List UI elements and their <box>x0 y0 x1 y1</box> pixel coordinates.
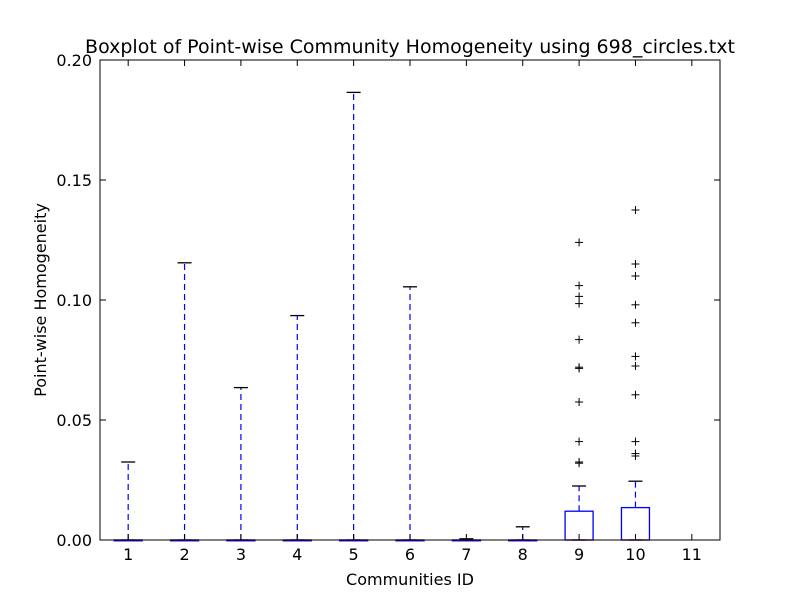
outlier-point <box>631 300 640 309</box>
x-tick-label: 3 <box>236 545 246 564</box>
outlier-point <box>631 318 640 327</box>
x-tick-label: 4 <box>292 545 302 564</box>
y-tick-label: 0.15 <box>56 171 92 190</box>
y-axis-label: Point-wise Homogeneity <box>31 203 50 397</box>
y-tick-label: 0.05 <box>56 411 92 430</box>
outlier-point <box>575 299 584 308</box>
outlier-point <box>575 238 584 247</box>
x-tick-label: 2 <box>179 545 189 564</box>
y-tick-label: 0.20 <box>56 51 92 70</box>
outlier-point <box>631 390 640 399</box>
x-tick-label: 9 <box>574 545 584 564</box>
x-tick-label: 10 <box>625 545 645 564</box>
outlier-point <box>575 459 584 468</box>
outlier-point <box>631 206 640 214</box>
x-tick-label: 5 <box>349 545 359 564</box>
chart-title: Boxplot of Point-wise Community Homogene… <box>85 36 735 58</box>
outlier-point <box>631 452 640 460</box>
outlier-point <box>575 398 584 406</box>
outlier-point <box>631 352 640 361</box>
outlier-point <box>631 260 640 268</box>
outlier-point <box>575 335 584 344</box>
x-tick-label: 8 <box>518 545 528 564</box>
x-tick-label: 11 <box>682 545 702 564</box>
outlier-point <box>631 272 640 280</box>
y-axis: 0.00 0.05 0.10 0.15 0.20 <box>56 51 720 550</box>
outlier-point <box>575 292 584 301</box>
outlier-point <box>631 437 640 446</box>
x-tick-label: 1 <box>123 545 133 564</box>
outlier-point <box>631 362 640 370</box>
x-axis: 1 2 3 4 5 6 7 8 9 10 11 <box>123 60 702 564</box>
x-tick-label: 7 <box>461 545 471 564</box>
x-tick-label: 6 <box>405 545 415 564</box>
outlier-point <box>575 281 584 290</box>
y-tick-label: 0.10 <box>56 291 92 310</box>
y-tick-label: 0.00 <box>56 531 92 550</box>
x-axis-label: Communities ID <box>346 570 474 589</box>
outlier-point <box>575 364 584 373</box>
outlier-point <box>575 437 584 446</box>
